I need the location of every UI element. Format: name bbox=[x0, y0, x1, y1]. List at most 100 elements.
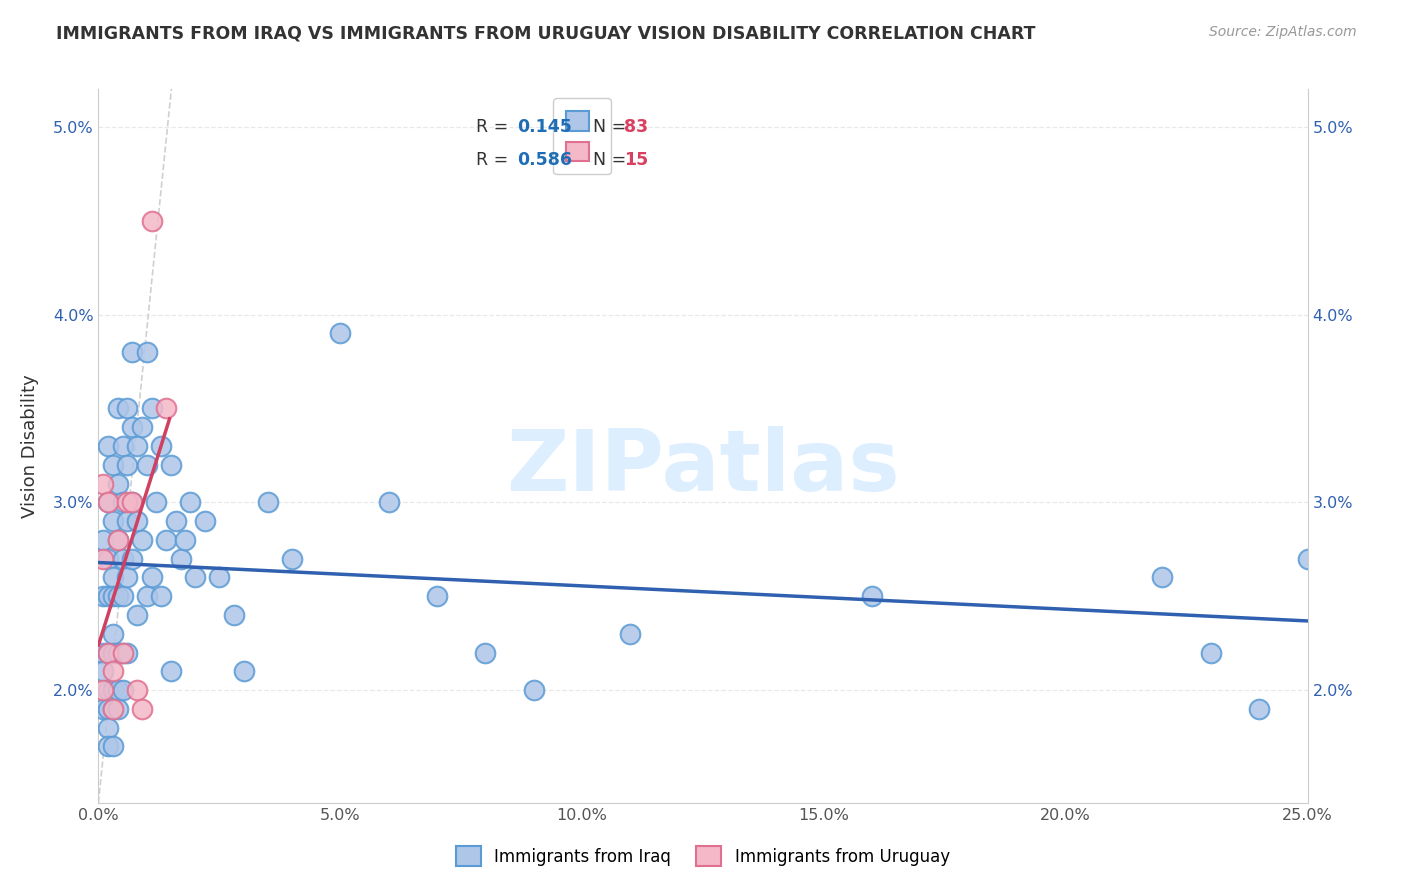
Point bbox=[111, 495, 134, 509]
Point bbox=[111, 683, 134, 698]
Text: R =: R = bbox=[475, 152, 513, 169]
Point bbox=[131, 702, 153, 716]
Legend: , : , bbox=[553, 98, 612, 174]
Point bbox=[101, 683, 124, 698]
Point bbox=[97, 739, 120, 754]
Point bbox=[91, 702, 114, 716]
Point bbox=[135, 589, 157, 603]
Text: 15: 15 bbox=[624, 152, 648, 169]
Point bbox=[208, 570, 231, 584]
Point bbox=[97, 721, 120, 735]
Text: 0.145: 0.145 bbox=[517, 118, 572, 136]
Point bbox=[91, 646, 114, 660]
Point bbox=[155, 401, 177, 416]
Point bbox=[91, 683, 114, 698]
Point bbox=[169, 551, 191, 566]
Text: R =: R = bbox=[475, 118, 513, 136]
Point bbox=[97, 551, 120, 566]
Point bbox=[107, 533, 129, 547]
Text: ZIPatlas: ZIPatlas bbox=[506, 425, 900, 509]
Point bbox=[121, 551, 143, 566]
Point bbox=[160, 665, 183, 679]
Point bbox=[194, 514, 217, 528]
Point bbox=[117, 514, 139, 528]
Point bbox=[97, 495, 120, 509]
Text: IMMIGRANTS FROM IRAQ VS IMMIGRANTS FROM URUGUAY VISION DISABILITY CORRELATION CH: IMMIGRANTS FROM IRAQ VS IMMIGRANTS FROM … bbox=[56, 25, 1036, 43]
Point bbox=[107, 401, 129, 416]
Point bbox=[111, 439, 134, 453]
Point bbox=[1249, 702, 1271, 716]
Text: N =: N = bbox=[582, 152, 631, 169]
Point bbox=[179, 495, 201, 509]
Point bbox=[222, 607, 245, 622]
Point bbox=[101, 570, 124, 584]
Point bbox=[97, 702, 120, 716]
Point bbox=[141, 570, 163, 584]
Point bbox=[145, 495, 167, 509]
Point bbox=[101, 702, 124, 716]
Point bbox=[101, 646, 124, 660]
Point bbox=[101, 514, 124, 528]
Point bbox=[117, 458, 139, 472]
Point bbox=[135, 345, 157, 359]
Point bbox=[127, 514, 149, 528]
Point bbox=[107, 702, 129, 716]
Point bbox=[97, 589, 120, 603]
Point bbox=[91, 665, 114, 679]
Point bbox=[101, 627, 124, 641]
Text: 0.586: 0.586 bbox=[517, 152, 572, 169]
Point bbox=[107, 533, 129, 547]
Point bbox=[256, 495, 278, 509]
Point bbox=[121, 420, 143, 434]
Point bbox=[101, 458, 124, 472]
Point bbox=[127, 683, 149, 698]
Point bbox=[121, 345, 143, 359]
Point bbox=[150, 589, 173, 603]
Point bbox=[1199, 646, 1222, 660]
Point bbox=[101, 739, 124, 754]
Point bbox=[150, 439, 173, 453]
Point bbox=[232, 665, 254, 679]
Point bbox=[131, 420, 153, 434]
Point bbox=[141, 401, 163, 416]
Point bbox=[127, 607, 149, 622]
Point bbox=[121, 495, 143, 509]
Point bbox=[101, 702, 124, 716]
Point bbox=[523, 683, 546, 698]
Point bbox=[117, 401, 139, 416]
Point bbox=[117, 495, 139, 509]
Point bbox=[107, 476, 129, 491]
Point bbox=[174, 533, 197, 547]
Point bbox=[107, 683, 129, 698]
Point bbox=[111, 646, 134, 660]
Text: N =: N = bbox=[582, 118, 631, 136]
Point bbox=[97, 646, 120, 660]
Point bbox=[117, 646, 139, 660]
Point bbox=[97, 495, 120, 509]
Point bbox=[155, 533, 177, 547]
Point bbox=[111, 551, 134, 566]
Point bbox=[91, 476, 114, 491]
Point bbox=[135, 458, 157, 472]
Point bbox=[329, 326, 352, 341]
Point bbox=[426, 589, 449, 603]
Point bbox=[101, 665, 124, 679]
Point bbox=[97, 439, 120, 453]
Point bbox=[141, 213, 163, 227]
Legend: Immigrants from Iraq, Immigrants from Uruguay: Immigrants from Iraq, Immigrants from Ur… bbox=[449, 838, 957, 875]
Text: 83: 83 bbox=[624, 118, 648, 136]
Point bbox=[111, 589, 134, 603]
Point bbox=[111, 646, 134, 660]
Point bbox=[107, 646, 129, 660]
Point bbox=[160, 458, 183, 472]
Point bbox=[165, 514, 187, 528]
Point bbox=[91, 551, 114, 566]
Point bbox=[107, 589, 129, 603]
Point bbox=[127, 439, 149, 453]
Point bbox=[184, 570, 207, 584]
Point bbox=[619, 627, 641, 641]
Point bbox=[860, 589, 883, 603]
Point bbox=[97, 683, 120, 698]
Point bbox=[474, 646, 496, 660]
Y-axis label: Vision Disability: Vision Disability bbox=[21, 374, 39, 518]
